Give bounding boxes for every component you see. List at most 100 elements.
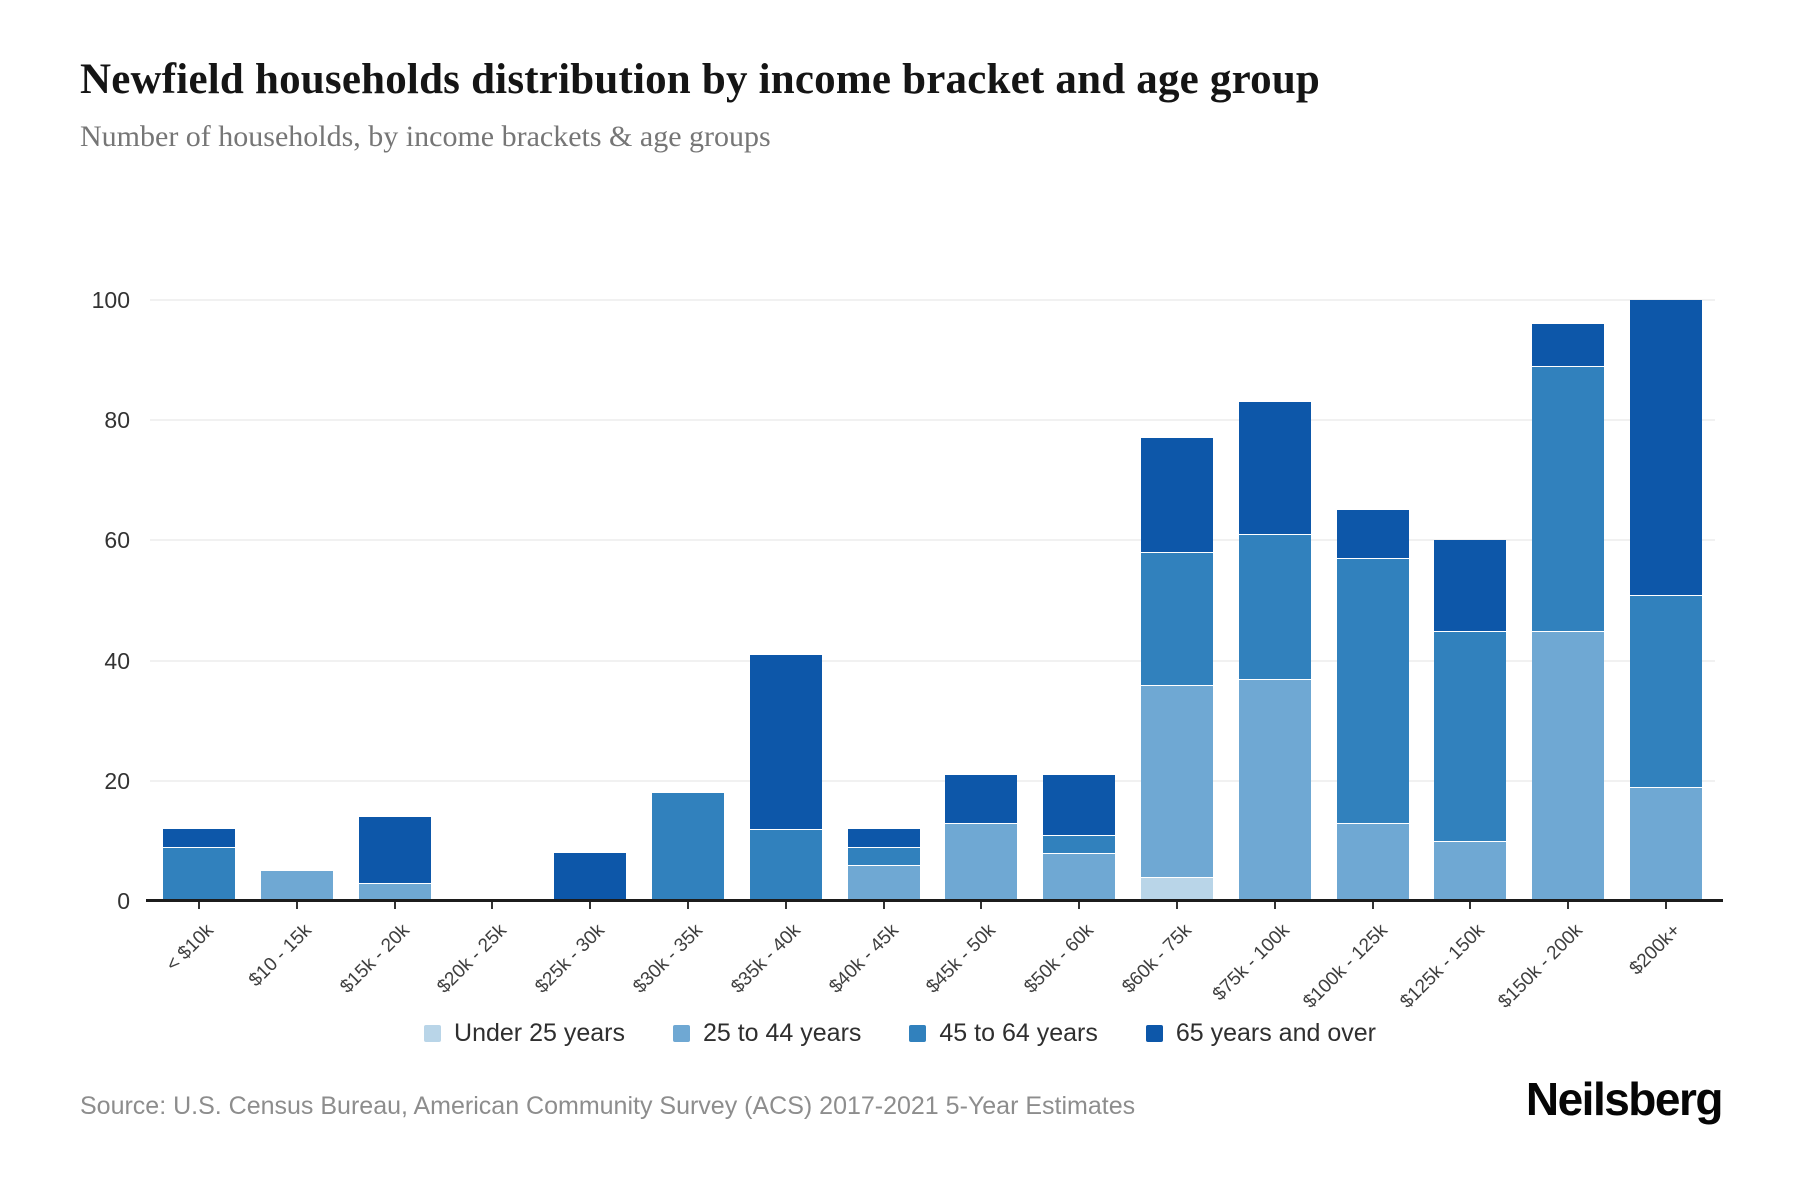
stacked-bar-12[interactable]	[1238, 402, 1311, 901]
bar-segment[interactable]	[1336, 558, 1409, 823]
x-axis-line	[146, 899, 1723, 902]
source-text: Source: U.S. Census Bureau, American Com…	[80, 1092, 1136, 1120]
x-axis-tick	[197, 902, 200, 909]
bar-segment[interactable]	[1141, 552, 1214, 685]
bar-segment[interactable]	[1630, 300, 1703, 595]
stacked-bar-10[interactable]	[1043, 774, 1116, 901]
y-axis-tick-label: 80	[104, 407, 130, 434]
bar-segment[interactable]	[1630, 594, 1703, 787]
bar-segment[interactable]	[1336, 822, 1409, 901]
legend-item[interactable]: 65 years and over	[1145, 1018, 1376, 1048]
bar-slot	[1519, 300, 1617, 901]
plot-area: 0 20 40 60 80 100 < $10k $10 - 15k $15k - 20k $2…	[92, 287, 1723, 1013]
x-axis-tick-label: $200k+	[1625, 920, 1685, 980]
legend-item[interactable]: Under 25 years	[424, 1019, 625, 1048]
x-axis-tick-label: $125k - 150k	[1396, 920, 1490, 1013]
bar-segment[interactable]	[945, 774, 1018, 823]
bar-segment[interactable]	[1434, 540, 1507, 631]
stacked-bar-9[interactable]	[945, 774, 1018, 901]
x-axis-tick-label: $10 - 15k	[244, 920, 316, 991]
x-axis-tick-label: $25k - 30k	[531, 920, 610, 998]
legend: Under 25 years 25 to 44 years 45 to 64 yea…	[0, 1008, 1800, 1058]
bar-segment[interactable]	[945, 822, 1018, 901]
stacked-bar-14[interactable]	[1434, 540, 1507, 901]
chart-title: Newfield households distribution by inco…	[80, 56, 1321, 103]
bar-segment[interactable]	[1434, 840, 1507, 901]
bar-segment[interactable]	[1238, 534, 1311, 679]
bar-slot	[933, 300, 1031, 901]
bar-slot	[150, 300, 248, 901]
stacked-bar-15[interactable]	[1532, 324, 1605, 901]
bar-segment[interactable]	[847, 864, 920, 901]
legend-swatch	[1145, 1024, 1163, 1042]
bar-slot	[1030, 300, 1128, 901]
bar-segment[interactable]	[358, 816, 431, 883]
x-axis-tick	[589, 902, 592, 909]
y-axis-tick-label: 60	[104, 527, 130, 554]
stacked-bar-6[interactable]	[651, 792, 724, 901]
x-axis-tick	[1469, 902, 1472, 909]
x-axis-tick-label: $45k - 50k	[922, 920, 1001, 998]
stacked-bar-13[interactable]	[1336, 510, 1409, 901]
bar-segment[interactable]	[1532, 630, 1605, 901]
x-axis-tick-label: $15k - 20k	[335, 920, 414, 998]
bar-segment[interactable]	[1630, 786, 1703, 901]
bar-segment[interactable]	[260, 870, 333, 901]
x-axis-tick	[1567, 902, 1570, 909]
bars-container	[150, 300, 1715, 901]
x-axis-tick-label: $20k - 25k	[433, 920, 512, 998]
x-axis-tick	[1176, 902, 1179, 909]
y-axis-tick-label: 20	[104, 767, 130, 794]
stacked-bar-11[interactable]	[1141, 438, 1214, 901]
gridline-40	[150, 659, 1715, 662]
bar-segment[interactable]	[1336, 510, 1409, 559]
stacked-bar-8[interactable]	[847, 828, 920, 901]
bar-slot	[541, 300, 639, 901]
bar-segment[interactable]	[162, 846, 235, 901]
bar-segment[interactable]	[162, 828, 235, 847]
chart-subtitle: Number of households, by income brackets…	[80, 120, 771, 153]
bar-segment[interactable]	[1141, 876, 1214, 901]
stacked-bar-1[interactable]	[162, 828, 235, 901]
legend-item[interactable]: 25 to 44 years	[672, 1019, 861, 1048]
bar-segment[interactable]	[749, 828, 822, 901]
x-axis-tick	[1273, 902, 1276, 909]
x-axis-tick-label: $60k - 75k	[1118, 920, 1196, 998]
x-axis-tick	[1078, 902, 1081, 909]
x-axis-tick-label: $100k - 125k	[1298, 920, 1392, 1013]
bar-segment[interactable]	[1141, 684, 1214, 877]
bar-segment[interactable]	[651, 792, 724, 901]
x-axis-tick	[882, 902, 885, 909]
bar-segment[interactable]	[1238, 678, 1311, 901]
stacked-bar-7[interactable]	[749, 654, 822, 901]
bar-segment[interactable]	[749, 654, 822, 829]
stacked-bar-2[interactable]	[260, 870, 333, 901]
bar-segment[interactable]	[358, 882, 431, 901]
bar-segment[interactable]	[1141, 438, 1214, 553]
x-axis-tick-label: $150k - 200k	[1494, 920, 1588, 1013]
bar-segment[interactable]	[554, 852, 627, 901]
legend-swatch	[672, 1024, 690, 1042]
bar-segment[interactable]	[847, 846, 920, 865]
bar-segment[interactable]	[1043, 774, 1116, 835]
y-axis-tick-label: 100	[91, 287, 130, 313]
bar-segment[interactable]	[1532, 324, 1605, 367]
bar-slot	[835, 300, 933, 901]
x-axis-tick-label: $35k - 40k	[727, 920, 805, 998]
legend-label: 65 years and over	[1175, 1018, 1376, 1047]
stacked-bar-5[interactable]	[554, 852, 627, 901]
stacked-bar-16[interactable]	[1630, 300, 1703, 901]
bar-segment[interactable]	[1532, 366, 1605, 631]
bar-segment[interactable]	[1434, 630, 1507, 841]
bar-segment[interactable]	[847, 828, 920, 847]
bar-slot	[1422, 300, 1520, 901]
x-axis-tick-label: $75k - 100k	[1208, 920, 1294, 1006]
legend-swatch	[909, 1024, 927, 1042]
x-axis-tick	[1371, 902, 1374, 909]
stacked-bar-3[interactable]	[358, 816, 431, 901]
bar-segment[interactable]	[1043, 834, 1116, 853]
legend-item[interactable]: 45 to 64 years	[909, 1019, 1098, 1048]
bar-segment[interactable]	[1238, 402, 1311, 535]
bar-segment[interactable]	[1043, 852, 1116, 901]
x-axis-tick	[686, 902, 689, 909]
